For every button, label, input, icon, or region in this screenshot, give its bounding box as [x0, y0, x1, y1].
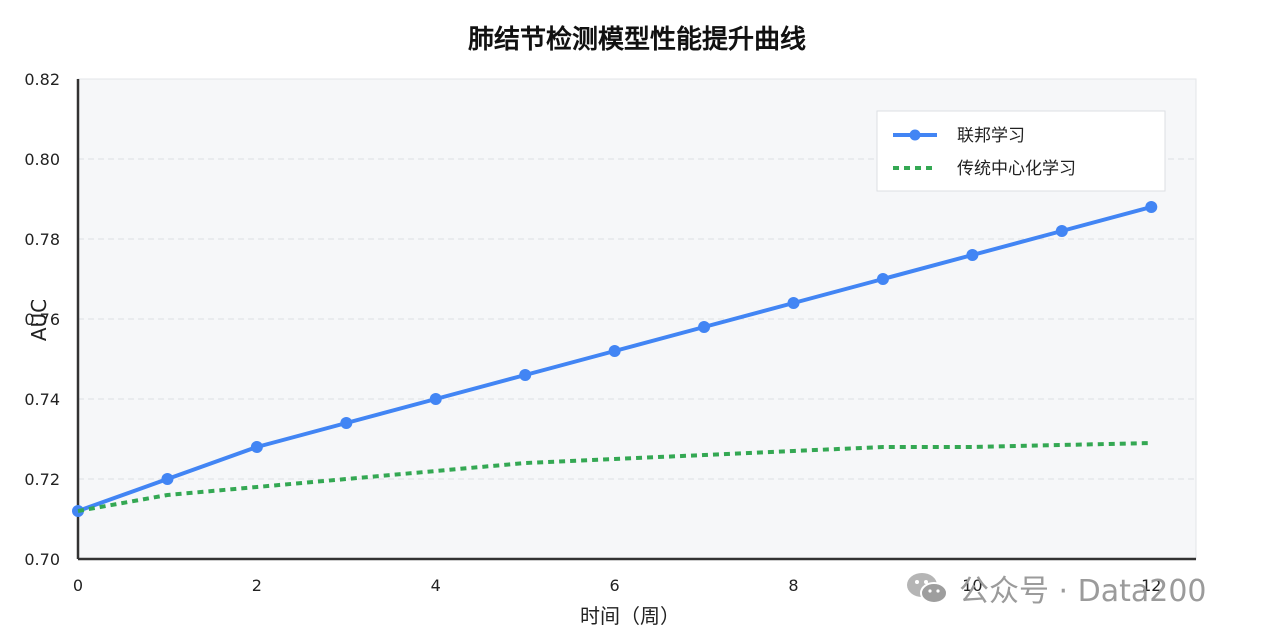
legend-label-centralized: 传统中心化学习 — [957, 159, 1076, 179]
y-tick-label: 0.78 — [24, 230, 60, 249]
data-point — [1055, 225, 1068, 237]
data-point — [608, 345, 621, 357]
x-tick-label: 0 — [73, 576, 83, 595]
data-point — [1145, 201, 1158, 213]
x-tick-label: 6 — [610, 576, 620, 595]
x-tick-labels: 0 2 4 6 8 10 12 — [73, 576, 1162, 595]
legend: 联邦学习 传统中心化学习 — [876, 110, 1166, 192]
legend-label-federated: 联邦学习 — [957, 126, 1025, 146]
x-tick-label: 8 — [788, 576, 798, 595]
series-layer — [72, 201, 1158, 517]
legend-marker-federated — [909, 129, 921, 141]
wechat-icon — [907, 573, 948, 604]
data-point — [787, 297, 800, 309]
y-tick-label: 0.70 — [24, 550, 60, 569]
watermark: 公众号 · Data200 — [905, 566, 1207, 610]
y-tick-label: 0.80 — [24, 150, 60, 169]
data-point — [966, 249, 979, 261]
y-tick-label: 0.76 — [24, 310, 60, 329]
x-tick-label: 10 — [962, 576, 982, 595]
y-tick-labels: 0.70 0.72 0.74 0.76 0.78 0.80 0.82 — [24, 70, 60, 569]
x-axis-label: 时间（周） — [580, 604, 680, 628]
series-line-2 — [77, 441, 1152, 513]
watermark-text: 公众号 · Data200 — [959, 574, 1207, 609]
y-tick-label: 0.72 — [24, 470, 60, 489]
data-point — [429, 393, 442, 405]
x-tick-label: 4 — [431, 576, 441, 595]
data-point — [161, 473, 174, 485]
data-point — [519, 369, 532, 381]
chart-title: 肺结节检测模型性能提升曲线 — [468, 24, 806, 55]
x-tick-label: 2 — [252, 576, 262, 595]
legend-box — [876, 110, 1166, 192]
y-tick-label: 0.74 — [24, 390, 60, 409]
y-axis-label: AUC — [27, 299, 51, 341]
x-tick-label: 12 — [1141, 576, 1161, 595]
data-point — [340, 417, 353, 429]
data-point — [698, 321, 711, 333]
data-point — [876, 273, 889, 285]
data-point — [250, 441, 263, 453]
y-tick-label: 0.82 — [24, 70, 60, 89]
